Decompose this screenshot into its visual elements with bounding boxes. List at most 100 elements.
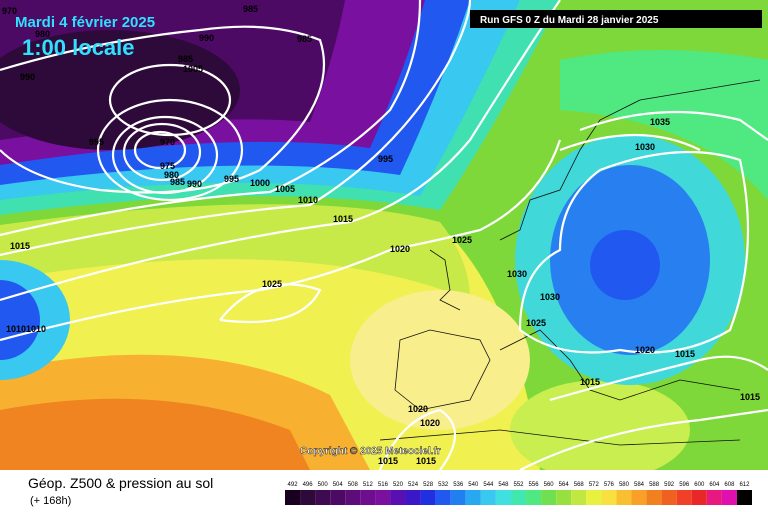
color-swatch	[541, 490, 557, 505]
colorbar-label: 516	[378, 482, 389, 488]
isobar-label: 1005	[275, 184, 295, 194]
colorbar-label: 568	[574, 482, 585, 488]
isobar-label: 980	[164, 170, 179, 180]
color-swatch	[360, 490, 376, 505]
color-swatch	[420, 490, 436, 505]
coastlines	[379, 79, 761, 446]
colorbar-label: 500	[318, 482, 329, 488]
run-info: Run GFS 0 Z du Mardi 28 janvier 2025	[480, 15, 659, 26]
color-swatch	[450, 490, 466, 505]
isobar-label: 1025	[262, 279, 282, 289]
isobar-label: 995	[89, 137, 104, 147]
isobar-label: 1030	[540, 292, 560, 302]
field	[0, 0, 768, 480]
isobar-label: 995	[378, 154, 393, 164]
colorbar-label: 588	[649, 482, 660, 488]
color-swatch	[631, 490, 647, 505]
isobar-label: 1015	[416, 456, 436, 466]
legend-subtitle: (+ 168h)	[30, 495, 71, 507]
isobar-label: 970	[2, 6, 17, 16]
colorbar-label: 552	[513, 482, 524, 488]
color-swatch	[300, 490, 316, 505]
isobar-label: 1035	[650, 117, 670, 127]
color-swatch	[691, 490, 707, 505]
colorbar-label: 536	[453, 482, 464, 488]
colorbar-label: 604	[709, 482, 720, 488]
colorbar-label: 520	[393, 482, 404, 488]
isobar-label: 1015	[333, 214, 353, 224]
isobar-label: 1030	[507, 269, 527, 279]
colorbar-label: 600	[694, 482, 705, 488]
color-swatch	[706, 490, 722, 505]
isobar-label: 990	[199, 33, 214, 43]
forecast-date: Mardi 4 février 2025	[15, 14, 155, 31]
colorbar-label: 564	[559, 482, 570, 488]
color-swatch	[721, 490, 737, 505]
color-swatch	[601, 490, 617, 505]
isobar-label: 1025	[452, 235, 472, 245]
isobar-label: 1020	[408, 404, 428, 414]
colorbar-label: 596	[679, 482, 690, 488]
isobars	[0, 0, 768, 354]
color-swatch	[510, 490, 527, 505]
colorbar-label: 584	[634, 482, 645, 488]
color-swatch	[315, 490, 331, 505]
colorbar-label: 580	[619, 482, 630, 488]
color-swatch	[285, 490, 301, 505]
colorbar-label: 540	[468, 482, 479, 488]
isobar-label: 1020	[390, 244, 410, 254]
isobar-label: 1005	[183, 64, 203, 74]
color-swatch	[345, 490, 361, 505]
colorbar-label: 528	[423, 482, 434, 488]
colorbar-label: 560	[544, 482, 555, 488]
color-swatch	[375, 490, 391, 505]
colorbar-label: 592	[664, 482, 675, 488]
color-swatch	[616, 490, 632, 505]
isobar-label: 975	[160, 161, 175, 171]
color-swatch	[330, 490, 346, 505]
isobar-label: 1015	[10, 241, 30, 251]
colorbar-label: 524	[408, 482, 419, 488]
isobar-label: 1025	[526, 318, 546, 328]
isobar-label: 970	[160, 137, 175, 147]
isobar-label: 1020	[420, 418, 440, 428]
isobar-label: 990	[187, 179, 202, 189]
isobar-label: 985	[178, 54, 193, 64]
color-swatch	[480, 490, 496, 505]
color-swatch	[571, 490, 587, 505]
isobar-label: 1015	[378, 456, 398, 466]
colorbar-label: 612	[739, 482, 750, 488]
color-swatch	[646, 490, 662, 505]
isobar-label: 985	[297, 34, 312, 44]
isobar-label: 1010	[26, 324, 46, 334]
isobar-label: 1015	[675, 349, 695, 359]
color-swatch	[736, 490, 752, 505]
isobar-label: 1015	[740, 392, 760, 402]
isobar-label: 1010	[298, 195, 318, 205]
color-swatch	[495, 490, 511, 505]
isobar-label: 985	[243, 4, 258, 14]
isobar-label: 990	[20, 72, 35, 82]
colorbar: 492 496 500 504 508 512 516 520 524 528 532 536 540 5…	[285, 482, 752, 505]
isobar-label: 980	[35, 29, 50, 39]
color-swatch	[465, 490, 481, 505]
color-swatch	[661, 490, 677, 505]
colorbar-label: 544	[483, 482, 494, 488]
colorbar-label: 548	[498, 482, 509, 488]
colorbar-label: 512	[363, 482, 374, 488]
colorbar-label: 504	[333, 482, 344, 488]
color-swatch	[586, 490, 602, 505]
colorbar-label: 496	[303, 482, 314, 488]
isobar-label: 1020	[635, 345, 655, 355]
forecast-time: 1:00 locale	[22, 35, 135, 60]
isobar-label: 1010	[6, 324, 26, 334]
isobar-label: 985	[170, 177, 185, 187]
color-swatch	[526, 490, 542, 505]
isobar-label: 1030	[635, 142, 655, 152]
color-swatch	[435, 490, 451, 505]
isobar-label: 1015	[580, 377, 600, 387]
color-swatch	[405, 490, 421, 505]
colorbar-label: 508	[348, 482, 359, 488]
